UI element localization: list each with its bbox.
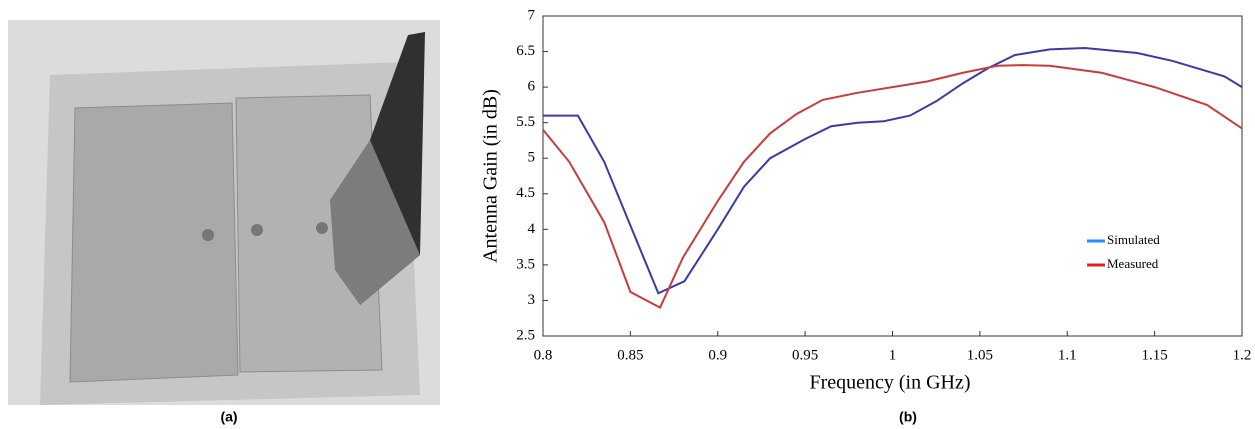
x-tick-label: 1.1 <box>1058 347 1077 363</box>
legend-label: Simulated <box>1107 232 1160 247</box>
screw <box>251 224 263 236</box>
y-tick-label: 5.5 <box>516 114 535 130</box>
photo <box>8 20 440 405</box>
x-tick-label: 0.9 <box>708 347 727 363</box>
x-tick-label: 1 <box>889 347 897 363</box>
caption: (b) <box>899 409 917 425</box>
caption: (a) <box>220 409 237 425</box>
plate-fold <box>330 140 420 305</box>
series-line <box>543 46 1243 295</box>
x-tick-label: 1.05 <box>967 347 993 363</box>
plot-frame <box>542 15 1243 337</box>
x-axis-label: Frequency (in GHz) <box>809 372 970 394</box>
x-tick-label: 0.95 <box>792 347 818 363</box>
y-tick-label: 7 <box>528 7 536 23</box>
y-tick-label: 6.5 <box>516 43 535 59</box>
y-tick-label: 5 <box>528 150 536 166</box>
screw <box>202 229 214 241</box>
patch-left <box>69 102 239 383</box>
patch-right <box>235 94 383 373</box>
screw <box>316 222 328 234</box>
legend-label: Measured <box>1107 256 1159 271</box>
x-tick-label: 1.15 <box>1142 347 1168 363</box>
y-tick-label: 3.5 <box>516 256 535 272</box>
y-tick-label: 6 <box>528 79 536 95</box>
y-tick-label: 2.5 <box>516 327 535 343</box>
y-tick-label: 4 <box>528 221 536 237</box>
series-line <box>542 64 1243 309</box>
x-tick-label: 0.85 <box>617 347 643 363</box>
x-tick-label: 1.2 <box>1233 347 1252 363</box>
y-axis-label: Antenna Gain (in dB) <box>480 89 502 263</box>
x-tick-label: 0.8 <box>534 347 553 363</box>
y-tick-label: 4.5 <box>516 185 535 201</box>
y-tick-label: 3 <box>528 292 536 308</box>
